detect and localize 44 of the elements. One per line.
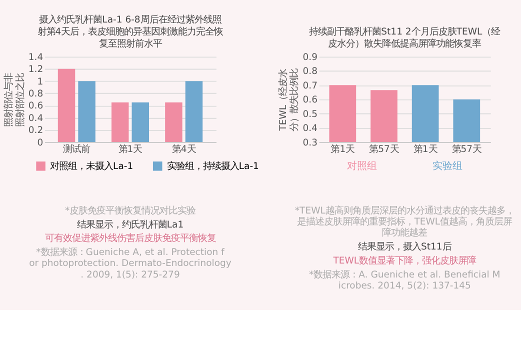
bar	[58, 68, 76, 142]
y-tick-label: 0.4	[28, 112, 44, 124]
y-tick-label: 0.3	[302, 137, 318, 148]
y-tick-label: 1	[37, 76, 44, 88]
bar	[185, 81, 203, 142]
x-tick-label: 第4天	[172, 144, 196, 155]
legend-label: 对照组，未摄入La-1	[50, 160, 134, 172]
y-tick-label: 0	[37, 137, 44, 148]
text: *数据来源：A. Gueniche et al. Beneficial Microbes. 2014, 5(2): 137-145	[309, 269, 500, 292]
x-tick-label: 第57天	[452, 144, 482, 155]
text: *皮肤免疫平衡恢复情况对比实验	[64, 205, 196, 216]
text: *TEWL越高则角质层深层的水分通过表皮的丧失越多，是描述皮肤屏障的重要指标，TEWL值越高，角质层屏障功能越差	[294, 205, 514, 239]
bar	[78, 81, 96, 142]
series-label: 对照组	[346, 160, 377, 172]
text: 结果显示，约氏乳杆菌La1	[76, 219, 184, 230]
y-tick-label: 0.8	[28, 88, 44, 100]
x-tick-label: 第1天	[118, 144, 142, 155]
x-tick-label: 第57天	[369, 144, 399, 155]
series-label: 实验组	[432, 160, 463, 172]
y-tick-label: 0.6	[28, 100, 44, 112]
y-tick-label: 0.8	[302, 66, 318, 78]
text: *数据来源：Gueniche A, et al. Protection for photoprotection. Dermato-Endocrinology. 2009, 1(5): 275-279	[29, 247, 232, 280]
text: TEWL数值显著下降，强化皮肤屏障	[332, 255, 476, 266]
y-tick-label: 0.2	[28, 125, 44, 136]
y-tick-label: 1.4	[28, 52, 44, 63]
text: 可有效促进紫外线伤害后皮肤免疫平衡恢复	[44, 233, 216, 244]
y-tick-label: 0.5	[302, 108, 318, 120]
x-tick-label: 第1天	[413, 144, 438, 155]
bar	[132, 102, 150, 142]
legend-label: 实验组，持续摄入La-1	[166, 160, 260, 172]
bar	[165, 102, 182, 142]
y-tick-label: 0.9	[302, 52, 318, 63]
y-tick-label: 0.4	[302, 123, 318, 134]
chart-title: 持续副干酪乳杆菌St11 2个月后皮肤TEWL（经皮水分）散失降低提高屏障功能恢复率	[309, 26, 500, 50]
text: 结果显示，摄入St11后	[358, 242, 452, 253]
bar	[111, 102, 129, 142]
y-axis-title: TEWL（经皮水分）散失比例比	[278, 68, 300, 132]
y-tick-label: 0.7	[302, 80, 318, 92]
x-tick-label: 第1天	[330, 144, 355, 155]
x-tick-label: 测试前	[63, 144, 90, 155]
y-tick-label: 0.6	[302, 94, 318, 106]
y-axis-title: 照射部位与非照射部位之比	[4, 72, 26, 127]
y-tick-label: 1.2	[28, 64, 44, 76]
chart-title: 摄入约氏乳杆菌La-1 6-8周后在经过紫外线照射第4天后，表皮细胞的异基因刺激能力完全恢复至照射前水平	[37, 14, 224, 50]
